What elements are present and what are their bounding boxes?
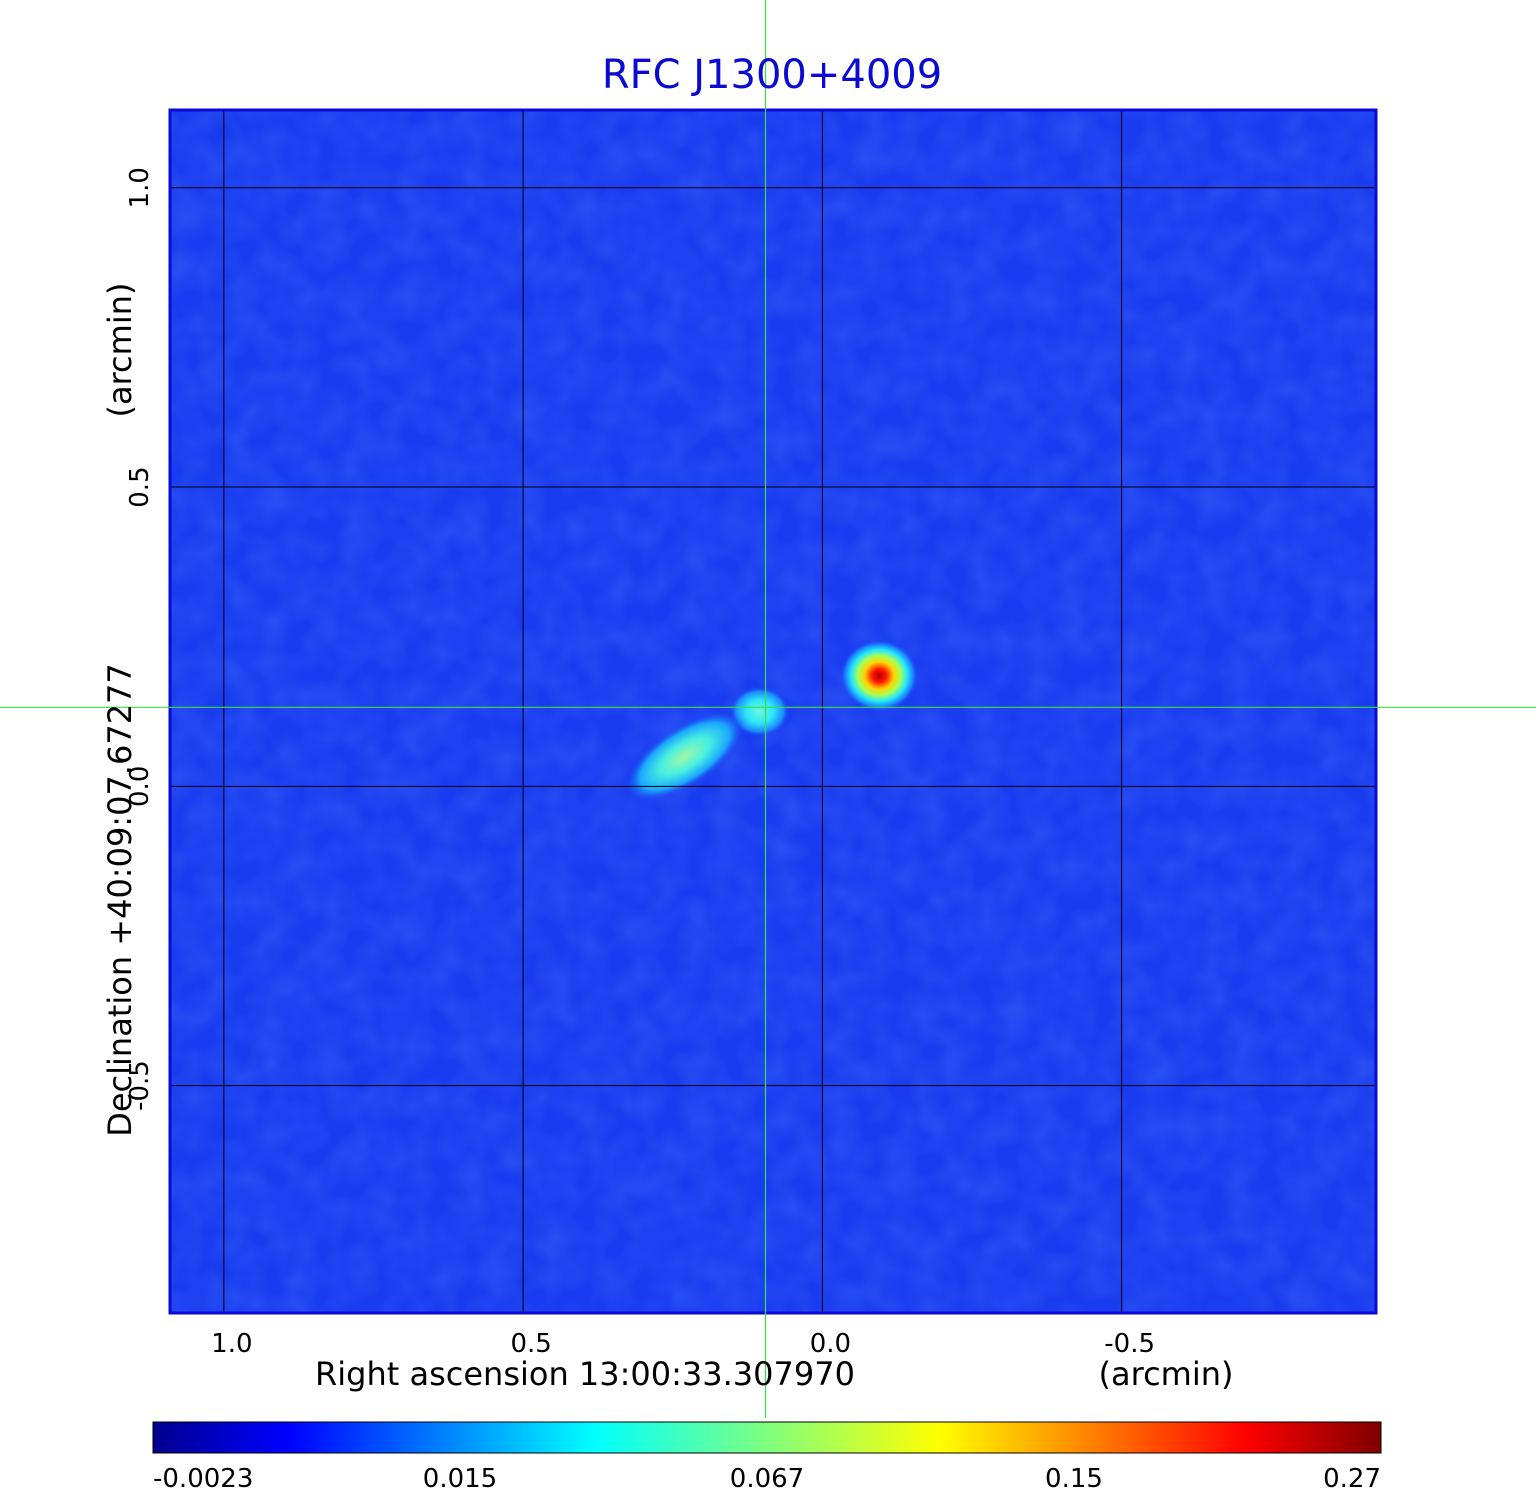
x-tick-labels: 1.0 0.5 0.0 -0.5 [211, 1329, 1155, 1359]
y-tick-label: -0.5 [125, 1060, 155, 1111]
jet-knot-outer [624, 711, 745, 802]
coordinate-grid [170, 110, 1376, 1313]
jet-knot-inner [729, 686, 790, 737]
y-tick-labels: 1.0 0.5 0.0 -0.5 [125, 167, 155, 1111]
x-tick-label: 0.0 [810, 1329, 851, 1359]
x-axis-label: Right ascension 13:00:33.307970 [315, 1355, 855, 1393]
image-area [170, 110, 1376, 1313]
colorbar-gradient [152, 1421, 1382, 1454]
colorbar-tick-label: 0.15 [1045, 1464, 1103, 1494]
y-tick-label: 0.5 [125, 466, 155, 507]
y-tick-label: 1.0 [125, 167, 155, 208]
x-axis-unit: (arcmin) [1099, 1355, 1234, 1393]
plot-frame [168, 108, 1378, 1315]
colorbar-tick-labels: -0.0023 0.015 0.067 0.15 0.27 [153, 1464, 1381, 1494]
colorbar: -0.0023 0.015 0.067 0.15 0.27 [152, 1421, 1382, 1494]
y-axis-unit: (arcmin) [101, 283, 139, 418]
core-component [840, 639, 919, 712]
colorbar-tick-label: 0.015 [423, 1464, 497, 1494]
chart-title: RFC J1300+4009 [602, 52, 942, 98]
crosshair [0, 0, 1536, 1418]
y-axis-label: Declination +40:09:07.67277 [101, 663, 139, 1137]
x-tick-label: 1.0 [211, 1329, 252, 1359]
colorbar-tick-label: 0.27 [1323, 1464, 1381, 1494]
colorbar-tick-label: -0.0023 [153, 1464, 253, 1494]
x-tick-label: 0.5 [510, 1329, 551, 1359]
x-tick-label: -0.5 [1104, 1329, 1155, 1359]
colorbar-tick-label: 0.067 [730, 1464, 804, 1494]
y-tick-label: 0.0 [125, 766, 155, 807]
